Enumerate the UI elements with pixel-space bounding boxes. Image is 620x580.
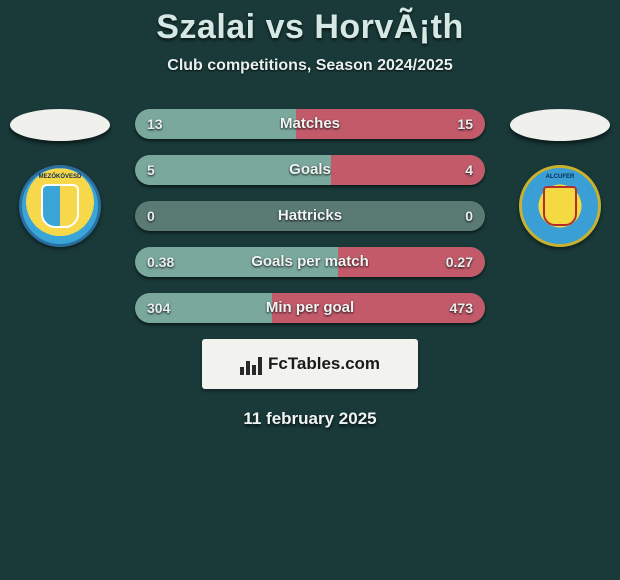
stat-label: Goals: [135, 155, 485, 185]
stat-value-right: 0.27: [434, 247, 485, 277]
player-right-avatar: [510, 109, 610, 141]
stats-list: Matches13 15 Goals5 4 Hattricks0 0 Goals per m…: [135, 109, 485, 323]
stat-label: Min per goal: [135, 293, 485, 323]
brand-chart-icon: [240, 353, 262, 375]
stat-value-right: 4: [453, 155, 485, 185]
date-label: 11 february 2025: [0, 409, 620, 429]
stat-row: Goals per match0.38 0.27: [135, 247, 485, 277]
stat-label: Hattricks: [135, 201, 485, 231]
stat-value-right: 0: [453, 201, 485, 231]
player-left-avatar: [10, 109, 110, 141]
infographic-root: Szalai vs HorvÃ¡th Club competitions, Se…: [0, 0, 620, 429]
stat-row: Min per goal304 473: [135, 293, 485, 323]
page-subtitle: Club competitions, Season 2024/2025: [0, 57, 620, 75]
stat-value-left: 13: [135, 109, 175, 139]
team-right-shield-icon: [543, 186, 577, 226]
stat-label: Goals per match: [135, 247, 485, 277]
stat-value-left: 0: [135, 201, 167, 231]
stat-value-right: 473: [438, 293, 485, 323]
team-right-label-top: ALCUFER: [522, 174, 598, 180]
team-left-shield-icon: [41, 184, 79, 228]
stat-value-left: 5: [135, 155, 167, 185]
brand-box: FcTables.com: [202, 339, 418, 389]
stat-row: Goals5 4: [135, 155, 485, 185]
stat-value-left: 0.38: [135, 247, 186, 277]
stat-row: Hattricks0 0: [135, 201, 485, 231]
player-right-column: ALCUFER: [500, 109, 620, 247]
page-title: Szalai vs HorvÃ¡th: [0, 8, 620, 47]
team-right-badge: ALCUFER: [519, 165, 601, 247]
stat-row: Matches13 15: [135, 109, 485, 139]
stat-value-left: 304: [135, 293, 182, 323]
team-left-label-top: MEZŐKÖVESD: [22, 174, 98, 180]
main-area: MEZŐKÖVESD ALCUFER Matches13 15 Goals5 4 Hat…: [0, 109, 620, 429]
player-left-column: MEZŐKÖVESD: [0, 109, 120, 247]
stat-label: Matches: [135, 109, 485, 139]
brand-text: FcTables.com: [268, 354, 380, 374]
stat-value-right: 15: [445, 109, 485, 139]
team-left-badge: MEZŐKÖVESD: [19, 165, 101, 247]
